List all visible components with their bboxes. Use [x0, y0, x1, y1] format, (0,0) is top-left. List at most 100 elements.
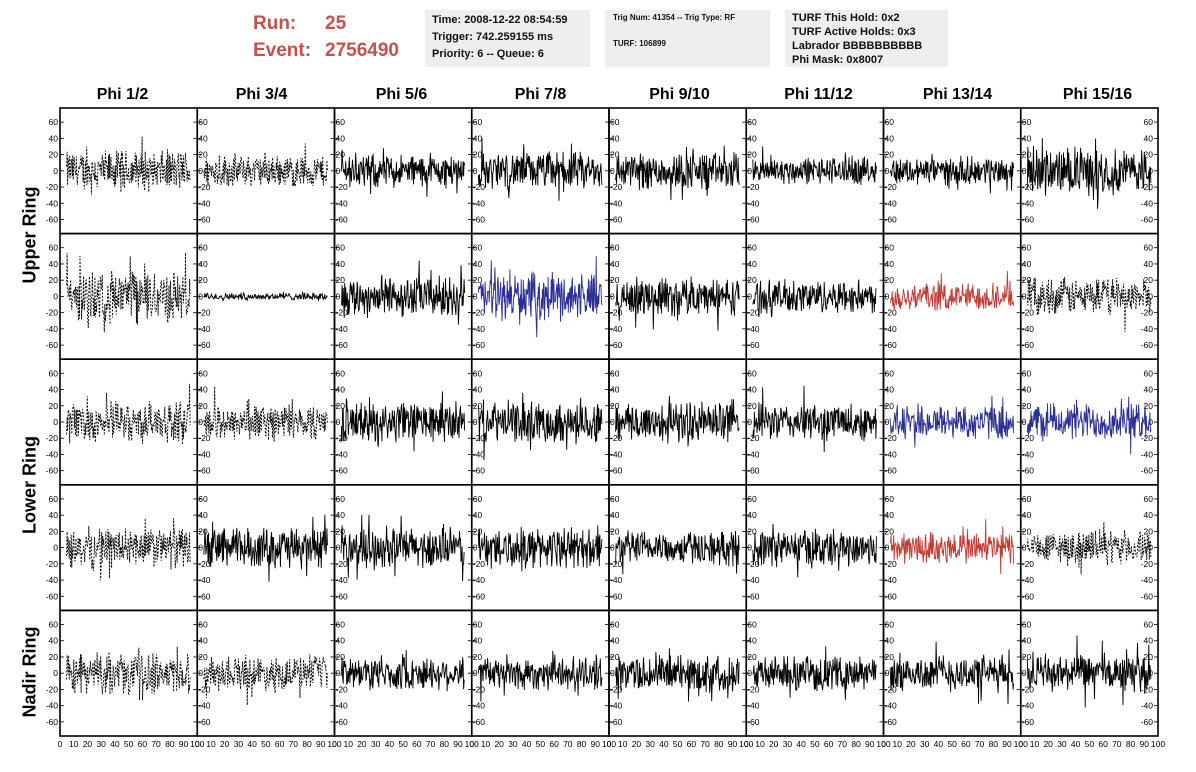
y-tick-label: -40 — [473, 449, 486, 459]
y-tick-label: -60 — [885, 214, 898, 224]
y-tick-label: 20 — [198, 150, 208, 160]
x-tick-label: 60 — [687, 739, 697, 749]
y-tick-label: -40 — [1141, 701, 1154, 711]
y-tick-label: -40 — [198, 198, 211, 208]
y-tick-label: 20 — [1144, 150, 1154, 160]
x-tick-label: 90 — [179, 739, 189, 749]
y-tick-label: 40 — [1144, 133, 1154, 143]
x-tick-label: 20 — [83, 739, 93, 749]
y-tick-label: -60 — [1141, 214, 1154, 224]
waveform-trace — [1026, 635, 1152, 708]
y-tick-label: 20 — [1022, 526, 1032, 536]
x-tick-label: 50 — [398, 739, 408, 749]
y-tick-label: -60 — [473, 717, 486, 727]
y-tick-label: -60 — [336, 340, 349, 350]
y-tick-label: -60 — [885, 466, 898, 476]
y-tick-label: -60 — [198, 214, 211, 224]
y-tick-label: -20 — [46, 433, 59, 443]
y-tick-label: 0 — [747, 543, 752, 553]
y-tick-label: -40 — [336, 701, 349, 711]
y-tick-label: 20 — [885, 526, 895, 536]
column-header-phi-1-2: Phi 1/2 — [96, 86, 149, 103]
x-tick-label: 10 — [206, 739, 216, 749]
y-tick-label: -60 — [1022, 717, 1035, 727]
waveform-trace — [66, 646, 191, 701]
x-tick-label: 60 — [549, 739, 559, 749]
y-tick-label: -40 — [610, 575, 623, 585]
y-tick-label: 40 — [747, 510, 757, 520]
x-tick-label: 50 — [536, 739, 546, 749]
y-tick-label: -20 — [610, 433, 623, 443]
y-tick-label: 60 — [1144, 620, 1154, 630]
y-tick-label: 20 — [198, 401, 208, 411]
waveform-trace — [889, 153, 1015, 194]
x-tick-label: 10 — [755, 739, 765, 749]
y-tick-label: 20 — [473, 526, 483, 536]
y-tick-label: 40 — [49, 133, 59, 143]
x-tick-label: 80 — [851, 739, 861, 749]
y-tick-label: -20 — [610, 182, 623, 192]
y-tick-label: 60 — [1144, 243, 1154, 253]
turf-active-holds-text: TURF Active Holds: 0x3 — [792, 26, 916, 38]
y-tick-label: -40 — [610, 449, 623, 459]
y-tick-label: -60 — [198, 340, 211, 350]
y-tick-label: 0 — [885, 417, 890, 427]
x-tick-label: 80 — [577, 739, 587, 749]
x-tick-label: 0 — [1018, 739, 1023, 749]
x-tick-label: 0 — [195, 739, 200, 749]
y-tick-label: 40 — [336, 259, 346, 269]
y-tick-label: 20 — [1022, 275, 1032, 285]
x-tick-label: 70 — [426, 739, 436, 749]
x-tick-label: 90 — [865, 739, 875, 749]
y-tick-label: -40 — [46, 198, 59, 208]
y-tick-label: 60 — [1144, 117, 1154, 127]
y-tick-label: -60 — [198, 466, 211, 476]
y-tick-label: 60 — [336, 620, 346, 630]
y-tick-label: 40 — [336, 385, 346, 395]
x-tick-label: 50 — [124, 739, 134, 749]
y-tick-label: -40 — [46, 575, 59, 585]
x-tick-label: 40 — [522, 739, 532, 749]
y-tick-label: 20 — [1144, 275, 1154, 285]
y-tick-label: 60 — [1022, 117, 1032, 127]
y-tick-label: 20 — [885, 150, 895, 160]
y-tick-label: -20 — [46, 308, 59, 318]
waveform-trace — [340, 148, 466, 197]
run-event-box: Run: 25 Event: 2756490 — [253, 10, 399, 64]
y-tick-label: -20 — [1022, 684, 1035, 694]
time-info-box: Time: 2008-12-22 08:54:59 Trigger: 742.2… — [425, 10, 590, 67]
trig-info-box: Trig Num: 41354 -- Trig Type: RF TURF: 1… — [605, 10, 770, 67]
y-tick-label: 60 — [473, 620, 483, 630]
y-tick-label: -60 — [336, 591, 349, 601]
y-tick-label: 0 — [473, 166, 478, 176]
waveform-trace — [615, 530, 740, 575]
y-tick-label: 0 — [747, 668, 752, 678]
y-tick-label: 20 — [1144, 526, 1154, 536]
y-tick-label: -40 — [610, 198, 623, 208]
y-tick-label: 20 — [49, 652, 59, 662]
x-tick-label: 50 — [1085, 739, 1095, 749]
y-tick-label: 60 — [747, 494, 757, 504]
y-tick-label: -20 — [46, 684, 59, 694]
waveform-trace — [203, 143, 328, 188]
y-tick-label: 60 — [198, 620, 208, 630]
x-tick-label: 50 — [261, 739, 271, 749]
y-tick-label: -40 — [473, 198, 486, 208]
y-tick-label: 40 — [198, 133, 208, 143]
waveform-trace — [889, 395, 1015, 448]
y-tick-label: 60 — [1022, 494, 1032, 504]
x-tick-label: 30 — [508, 739, 518, 749]
y-tick-label: 20 — [747, 526, 757, 536]
y-tick-label: -40 — [473, 701, 486, 711]
y-tick-label: -60 — [473, 591, 486, 601]
waveform-trace — [203, 386, 328, 442]
x-tick-label: 80 — [989, 739, 999, 749]
y-tick-label: 0 — [1022, 166, 1027, 176]
